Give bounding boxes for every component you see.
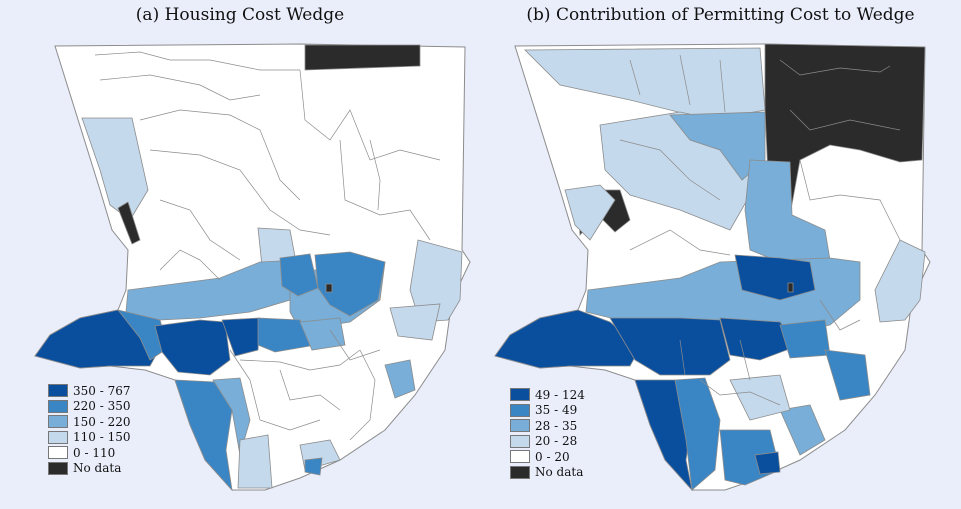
legend-swatch — [510, 419, 530, 433]
region-westside-c5 — [609, 317, 731, 376]
legend-item: 110 - 150 — [48, 430, 131, 446]
region-valley-c4a — [279, 253, 319, 297]
legend-item: No data — [510, 465, 585, 481]
legend-label: 0 - 20 — [535, 449, 570, 464]
region-south-c2a — [237, 434, 273, 489]
legend-swatch — [510, 388, 530, 402]
region-south-c4b — [304, 457, 323, 476]
region-south-c5b — [754, 451, 781, 475]
legend-swatch — [48, 415, 68, 429]
legend-item: 49 - 124 — [510, 387, 585, 403]
panel-b-title: (b) Contribution of Permitting Cost to W… — [526, 5, 915, 25]
region-east-c2a — [409, 239, 463, 323]
region-midcity-c4 — [257, 317, 311, 353]
map-boundaries — [94, 51, 441, 441]
region-northeast-nodata — [304, 44, 421, 71]
region-west-nodata — [117, 201, 141, 245]
legend-swatch — [48, 461, 68, 475]
legend-label: 49 - 124 — [535, 387, 585, 402]
legend-item: 0 - 20 — [510, 449, 585, 465]
legend-label: No data — [535, 465, 584, 480]
legend-item: 220 - 350 — [48, 399, 131, 415]
region-westside-c5b — [221, 317, 261, 357]
legend-label: 110 - 150 — [73, 430, 131, 445]
legend-label: 28 - 35 — [535, 418, 578, 433]
legend-item: No data — [48, 461, 131, 477]
legend-label: 150 - 220 — [73, 414, 131, 429]
region-midcity-c5 — [719, 317, 801, 361]
legend-item: 28 - 35 — [510, 418, 585, 434]
panel-permitting-contribution: (b) Contribution of Permitting Cost to W… — [480, 0, 961, 509]
region-center-c3 — [669, 111, 766, 181]
legend-swatch — [510, 434, 530, 448]
map-regions — [494, 43, 926, 492]
region-valley-nodata — [325, 283, 333, 293]
legend-item: 35 - 49 — [510, 403, 585, 419]
legend-housing-cost-wedge: 350 - 767 220 - 350 150 - 220 110 - 150 … — [48, 383, 131, 476]
legend-label: 350 - 767 — [73, 383, 131, 398]
map-housing-cost-wedge — [34, 43, 471, 492]
region-westside-c5 — [154, 319, 231, 376]
panel-housing-cost-wedge: (a) Housing Cost Wedge — [0, 0, 480, 509]
region-south-c3 — [779, 404, 826, 456]
legend-swatch — [48, 430, 68, 444]
legend-label: 220 - 350 — [73, 399, 131, 414]
legend-label: 20 - 28 — [535, 434, 578, 449]
region-east-c2b — [389, 303, 441, 341]
region-southeast-c3 — [384, 359, 416, 399]
map-boundaries — [619, 54, 901, 406]
region-south-c4 — [674, 377, 721, 491]
region-valley-c5 — [734, 254, 816, 301]
legend-permitting-contribution: 49 - 124 35 - 49 28 - 35 20 - 28 0 - 20 … — [510, 387, 585, 480]
legend-label: No data — [73, 461, 122, 476]
region-valley-nodata — [787, 282, 794, 293]
legend-swatch — [510, 465, 530, 479]
legend-swatch — [48, 399, 68, 413]
legend-item: 20 - 28 — [510, 434, 585, 450]
legend-item: 350 - 767 — [48, 383, 131, 399]
legend-item: 0 - 110 — [48, 445, 131, 461]
legend-item: 150 - 220 — [48, 414, 131, 430]
legend-label: 0 - 110 — [73, 445, 116, 460]
region-southeast-c4 — [824, 349, 871, 401]
region-south-c3 — [212, 377, 251, 456]
panel-a-title: (a) Housing Cost Wedge — [135, 5, 345, 25]
region-coast-c4 — [116, 309, 169, 361]
legend-swatch — [48, 384, 68, 398]
map-regions — [34, 44, 463, 492]
legend-label: 35 - 49 — [535, 403, 578, 418]
region-valley-c4b — [314, 251, 386, 317]
map-permitting-contribution — [494, 43, 931, 492]
legend-swatch — [510, 450, 530, 464]
region-east-c2 — [874, 239, 926, 323]
region-mid-c2 — [729, 374, 791, 421]
legend-swatch — [510, 403, 530, 417]
legend-swatch — [48, 446, 68, 460]
region-west-c2 — [564, 184, 616, 241]
region-midcity-c3 — [299, 317, 346, 351]
